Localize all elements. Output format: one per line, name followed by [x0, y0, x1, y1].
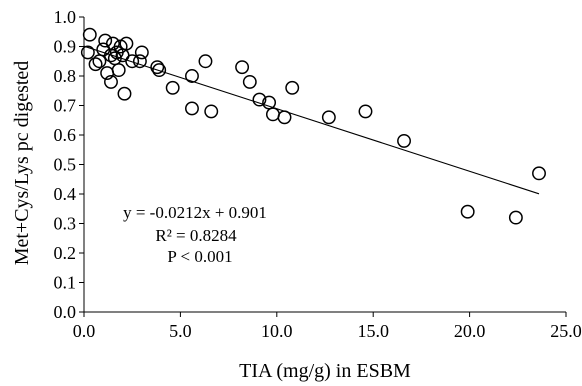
y-tick-label: 0.4 [54, 184, 77, 204]
data-point [252, 92, 267, 107]
y-axis-title: Met+Cys/Lys pc digested [11, 61, 33, 266]
regression-annotation: P < 0.001 [167, 247, 232, 266]
x-tick-label: 10.0 [261, 321, 293, 341]
x-tick-label: 20.0 [454, 321, 486, 341]
regression-annotation: y = -0.0212x + 0.901 [123, 203, 267, 222]
x-axis-title: TIA (mg/g) in ESBM [239, 360, 411, 382]
data-point [242, 74, 257, 89]
data-point [204, 104, 219, 119]
y-tick-label: 0.1 [54, 273, 77, 293]
data-point [105, 36, 120, 51]
trendline [83, 45, 540, 195]
y-tick-label: 1.0 [54, 7, 77, 27]
data-point [165, 80, 180, 95]
data-point [150, 60, 165, 75]
data-point [92, 54, 107, 69]
data-point [321, 110, 336, 125]
data-point [104, 74, 118, 89]
data-point [80, 45, 95, 60]
data-point [198, 54, 213, 69]
y-tick-label: 0.2 [54, 243, 77, 263]
y-tick-label: 0.6 [54, 125, 77, 145]
x-tick-label: 15.0 [357, 321, 389, 341]
data-point [98, 33, 113, 48]
data-point [185, 69, 199, 83]
data-point [460, 204, 475, 219]
trendline-group [83, 45, 540, 195]
data-point [265, 107, 280, 122]
x-tick-label: 0.0 [73, 321, 96, 341]
y-tick-label: 0.7 [54, 96, 77, 116]
y-tick-label: 0.3 [54, 214, 77, 234]
data-point [285, 80, 300, 95]
data-point [125, 54, 140, 69]
x-tick-label: 25.0 [550, 321, 582, 341]
data-point [117, 86, 132, 101]
y-tick-label: 0.8 [54, 66, 77, 86]
x-tick-label: 5.0 [169, 321, 192, 341]
data-point [508, 210, 523, 225]
data-point [132, 54, 147, 69]
points-group [80, 27, 546, 225]
y-tick-label: 0.9 [54, 37, 77, 57]
data-point [532, 166, 546, 181]
regression-annotations: y = -0.0212x + 0.901 R² = 0.8284 P < 0.001 [123, 203, 267, 266]
data-point [134, 45, 149, 60]
data-point [111, 63, 126, 78]
data-point [119, 36, 134, 51]
data-point [397, 133, 411, 148]
y-axis: 0.0 0.1 0.2 0.3 0.4 0.5 0.6 0.7 0.8 0.9 1.0 [54, 7, 85, 322]
data-point [235, 60, 250, 75]
data-point [277, 110, 292, 125]
data-point [185, 101, 199, 116]
regression-annotation: R² = 0.8284 [155, 226, 237, 245]
y-tick-label: 0.0 [54, 302, 77, 322]
data-point [358, 104, 373, 119]
data-point [82, 27, 97, 42]
data-point [152, 63, 167, 78]
y-tick-label: 0.5 [54, 155, 77, 175]
data-point [88, 57, 103, 72]
x-axis: 0.0 5.0 10.0 15.0 20.0 25.0 [73, 311, 582, 341]
